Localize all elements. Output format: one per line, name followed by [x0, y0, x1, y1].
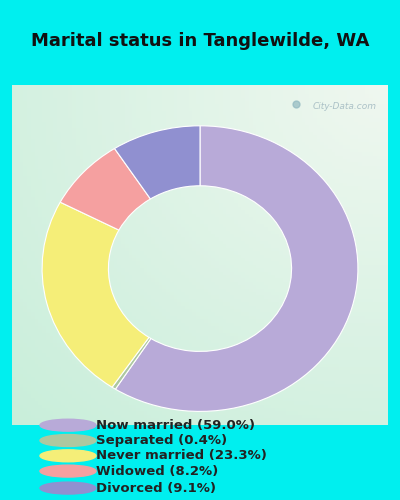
Text: Divorced (9.1%): Divorced (9.1%): [96, 482, 216, 494]
Text: City-Data.com: City-Data.com: [313, 102, 377, 111]
Wedge shape: [60, 148, 150, 230]
Text: Widowed (8.2%): Widowed (8.2%): [96, 464, 218, 477]
Text: Separated (0.4%): Separated (0.4%): [96, 434, 227, 447]
Text: Now married (59.0%): Now married (59.0%): [96, 418, 255, 432]
Wedge shape: [42, 202, 149, 387]
Circle shape: [40, 419, 96, 431]
Text: Marital status in Tanglewilde, WA: Marital status in Tanglewilde, WA: [31, 32, 369, 50]
Text: Never married (23.3%): Never married (23.3%): [96, 450, 267, 462]
Circle shape: [40, 482, 96, 494]
Wedge shape: [112, 338, 151, 389]
Wedge shape: [114, 126, 200, 199]
Circle shape: [40, 450, 96, 462]
Wedge shape: [115, 126, 358, 412]
Circle shape: [40, 465, 96, 477]
Circle shape: [40, 434, 96, 446]
